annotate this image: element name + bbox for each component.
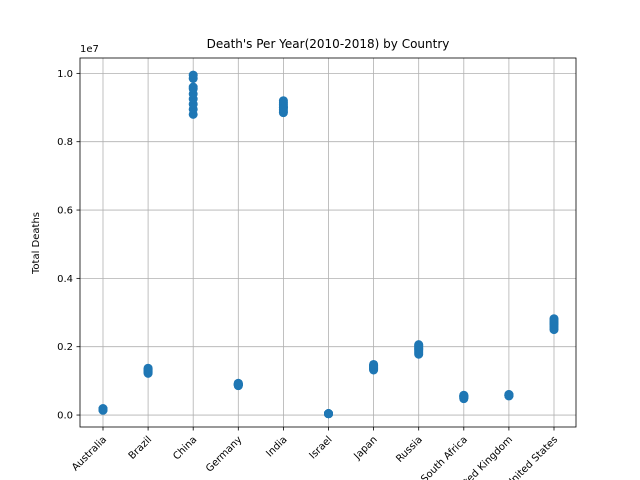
data-points: [98, 70, 559, 419]
y-axis-ticks: 0.0 0.2 0.4 0.6 0.8 1.0: [57, 69, 80, 422]
x-tick-label: Brazil: [127, 434, 155, 462]
x-tick-label: Japan: [352, 434, 380, 462]
data-point: [459, 390, 469, 400]
x-tick-label: Australia: [70, 434, 109, 473]
data-point: [504, 390, 514, 400]
data-point: [278, 96, 288, 106]
data-point: [324, 409, 333, 419]
x-tick-label: Russia: [394, 434, 425, 465]
data-point: [98, 404, 108, 414]
data-point: [188, 82, 198, 92]
grid: [80, 58, 576, 427]
y-tick-label: 0.0: [57, 411, 73, 422]
x-tick-label: Israel: [308, 434, 335, 461]
x-tick-label: India: [264, 434, 289, 459]
data-point: [369, 359, 379, 369]
data-point: [233, 378, 243, 388]
data-point: [143, 363, 153, 373]
y-axis-label: Total Deaths: [31, 212, 42, 275]
y-tick-label: 0.2: [57, 342, 73, 353]
y-tick-label: 0.6: [57, 206, 73, 217]
y-tick-label: 1.0: [57, 69, 73, 80]
y-tick-label: 0.8: [57, 137, 73, 148]
chart-title: Death's Per Year(2010-2018) by Country: [207, 37, 450, 51]
x-axis-ticks: Australia Brazil China Germany India Israel Ja…: [70, 427, 560, 480]
plot-area-frame: [79, 57, 577, 428]
y-tick-label: 0.4: [57, 274, 73, 285]
data-point: [549, 314, 559, 324]
x-tick-label: South Africa: [419, 434, 470, 480]
y-axis-offset-label: 1e7: [80, 44, 99, 55]
data-point: [188, 70, 198, 80]
x-tick-label: China: [171, 434, 199, 462]
x-tick-label: Germany: [204, 434, 244, 474]
data-point: [414, 340, 424, 350]
